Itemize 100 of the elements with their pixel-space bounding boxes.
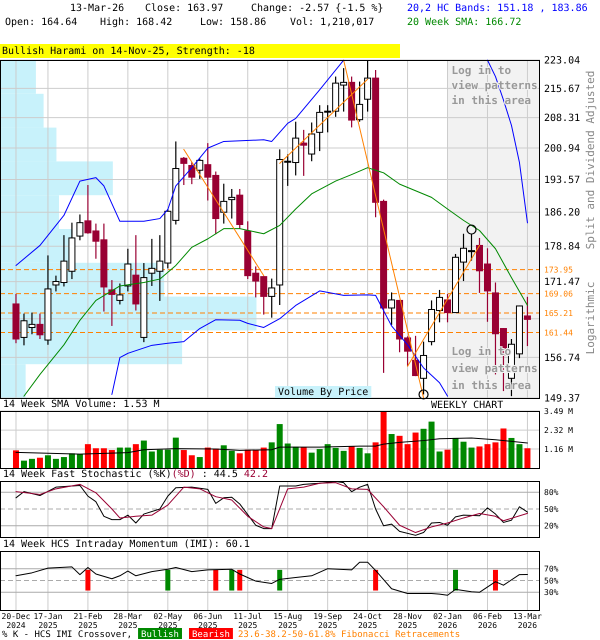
text: Bullish	[141, 630, 179, 640]
candlestick	[308, 122, 316, 162]
ref-line-label: 165.21	[544, 308, 574, 318]
bar	[12, 450, 19, 468]
y-tick-label: 50%	[544, 576, 559, 586]
text: High: 168.42	[100, 17, 172, 28]
bar	[332, 448, 339, 468]
candlestick	[36, 312, 44, 340]
bar	[524, 448, 530, 468]
bar	[172, 438, 179, 468]
bar	[268, 442, 275, 468]
text: Bullish Harami on 14-Nov-25, Strength: -18	[2, 46, 255, 57]
y-tick-label: 156.74	[544, 352, 580, 364]
bar	[204, 448, 211, 468]
x-tick-label: 15-Aug 2025	[273, 612, 302, 630]
y-tick-label: 80%	[544, 488, 559, 497]
candlestick	[76, 214, 84, 241]
x-tick-label: 24-Oct 2025	[353, 612, 382, 630]
text: Vol: 1,210,017	[290, 17, 374, 28]
chart-title: 14 Week SMA Volume: 1.53 M	[3, 399, 160, 410]
bar	[420, 428, 427, 468]
text: : 44.5	[202, 469, 238, 480]
bar	[188, 455, 195, 468]
y-tick-label: 215.67	[544, 84, 580, 95]
bar	[404, 444, 411, 468]
y-tick-label: 193.57	[544, 174, 580, 186]
text: Bearish	[192, 630, 230, 640]
text: WEEKLY CHART	[431, 400, 504, 411]
bar	[348, 446, 355, 468]
bar	[316, 449, 323, 468]
legend-title: % K - HCS IMI Crossover,	[2, 630, 132, 640]
bar	[228, 450, 235, 468]
candlestick	[524, 296, 531, 347]
line-series	[15, 437, 528, 455]
bar	[516, 444, 522, 468]
bar	[108, 450, 115, 468]
bar	[292, 446, 299, 468]
bar	[276, 424, 283, 468]
ref-line-label: 173.95	[544, 265, 574, 274]
bar	[356, 448, 363, 468]
bar	[428, 422, 435, 468]
bar	[84, 444, 91, 468]
candlestick	[196, 158, 204, 180]
text: 20 Week SMA: 166.72	[407, 17, 522, 28]
bar	[300, 447, 307, 468]
bar	[148, 452, 155, 468]
bar	[92, 448, 99, 468]
y-tick-label: 70%	[544, 564, 559, 574]
bar	[132, 444, 139, 468]
annotation: Volume By Price	[278, 387, 368, 398]
y-tick-label: 186.20	[544, 208, 580, 219]
y-tick-label: 171.47	[544, 277, 580, 288]
bar	[68, 453, 75, 468]
bar	[372, 442, 379, 468]
x-tick-label: 06-Jun 2025	[193, 612, 222, 630]
text: 23.6-38.2-50-61.8% Fibonacci Retracements	[238, 630, 460, 640]
bar	[140, 440, 147, 468]
bar	[196, 457, 203, 468]
y-axis-title: Split and Dividend Adjusted	[584, 70, 597, 250]
x-tick-label: 06-Feb 2026	[473, 612, 502, 630]
bar	[388, 434, 395, 468]
x-tick-label: 20-Dec 2024	[2, 612, 31, 630]
bar	[28, 458, 35, 468]
candlestick	[116, 282, 124, 306]
y-tick-label: 178.84	[544, 242, 580, 253]
y-tick-label: 50%	[544, 504, 559, 514]
bar	[156, 450, 163, 468]
line-series	[111, 290, 448, 397]
y-tick-label: 200.94	[544, 143, 580, 154]
chart-title: 14 Week HCS Intraday Momentum (IMI): 60.1	[3, 539, 250, 550]
text: 42.2	[244, 469, 268, 480]
bar	[124, 448, 131, 468]
ref-line-label: 161.44	[544, 328, 574, 338]
candlestick	[268, 278, 276, 318]
candlestick	[356, 80, 364, 122]
series-label: (%D)	[172, 469, 196, 480]
candlestick	[180, 156, 188, 186]
x-tick-label: 19-Sep 2025	[313, 612, 342, 630]
bar	[484, 444, 490, 468]
bar	[412, 432, 419, 468]
candlestick	[228, 188, 236, 220]
y-tick-label: 30%	[544, 588, 559, 598]
bar	[100, 448, 107, 468]
bar	[492, 442, 498, 468]
bar	[220, 445, 227, 468]
x-tick-label: 02-Jan 2026	[433, 612, 462, 630]
ref-line-label: 169.06	[544, 289, 574, 298]
bar	[308, 452, 315, 468]
y-tick-label: 20%	[544, 522, 559, 531]
bar	[380, 411, 387, 468]
bar	[284, 444, 291, 468]
x-tick-label: 28-Nov 2025	[393, 612, 422, 630]
x-tick-label: 21-Feb 2025	[73, 612, 103, 630]
y-tick-label: 149.37	[544, 394, 580, 404]
text: Change: -2.57 {-1.5 %}	[251, 3, 384, 14]
bar	[436, 452, 443, 468]
bar	[324, 444, 331, 468]
bar	[36, 458, 43, 468]
bar	[260, 448, 267, 468]
text: Open: 164.64	[5, 17, 78, 28]
